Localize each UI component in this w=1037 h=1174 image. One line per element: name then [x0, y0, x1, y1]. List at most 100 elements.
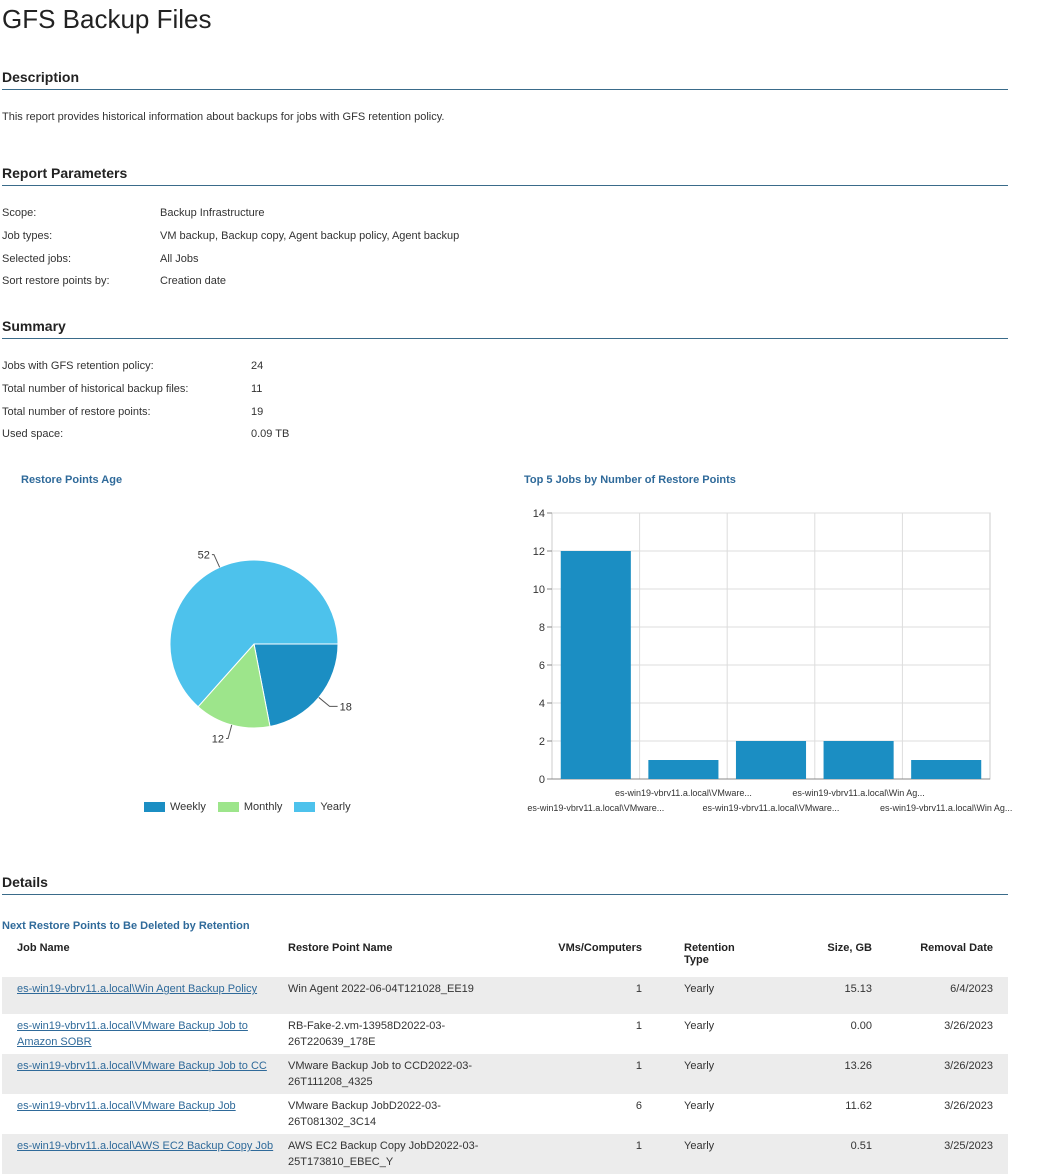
- column-header-vms-computers[interactable]: VMs/Computers: [558, 942, 642, 954]
- legend-label: Weekly: [170, 801, 206, 813]
- param-value: Backup Infrastructure: [160, 207, 265, 219]
- param-value: Creation date: [160, 275, 227, 287]
- param-value: VM backup, Backup copy, Agent backup pol…: [160, 230, 460, 242]
- summary-value: 11: [251, 383, 263, 395]
- table-row: es-win19-vbrv11.a.local\VMware Backup Jo…: [2, 1014, 1008, 1054]
- y-tick-label: 8: [539, 622, 545, 634]
- column-header-restore-point-name[interactable]: Restore Point Name: [288, 942, 393, 954]
- summary-label: Total number of restore points:: [2, 406, 151, 418]
- summary-value: 19: [251, 406, 264, 418]
- job-link[interactable]: es-win19-vbrv11.a.local\VMware Backup Jo…: [17, 1100, 236, 1112]
- param-label: Sort restore points by:: [2, 275, 110, 287]
- y-tick-label: 0: [539, 774, 545, 786]
- details-table: Job Name Restore Point Name VMs/Computer…: [2, 936, 1008, 1174]
- param-value: All Jobs: [160, 253, 199, 265]
- pie-data-label: 12: [212, 733, 224, 745]
- cell-job-name: es-win19-vbrv11.a.local\AWS EC2 Backup C…: [2, 1134, 282, 1174]
- y-tick-label: 10: [533, 584, 545, 596]
- cell-restore-point-name: VMware Backup Job to CCD2022-03-26T11120…: [282, 1054, 512, 1094]
- table-row: es-win19-vbrv11.a.local\VMware Backup Jo…: [2, 1094, 1008, 1134]
- pie-leader-line: [211, 554, 221, 568]
- cell-vms-computers: 1: [512, 977, 648, 1014]
- cell-size: 13.26: [768, 1054, 878, 1094]
- legend-swatch: [294, 802, 316, 812]
- cell-vms-computers: 1: [512, 1134, 648, 1174]
- bar: [648, 760, 719, 779]
- x-tick-label: es-win19-vbrv11.a.local\VMware...: [703, 803, 840, 813]
- cell-size: 0.51: [768, 1134, 878, 1174]
- y-tick-label: 4: [539, 698, 545, 710]
- pie-data-label: 52: [198, 550, 210, 562]
- cell-removal-date: 6/4/2023: [878, 977, 1008, 1014]
- column-header-job-name[interactable]: Job Name: [17, 942, 70, 954]
- summary-label: Total number of historical backup files:: [2, 383, 189, 395]
- cell-removal-date: 3/26/2023: [944, 1020, 993, 1032]
- pie-slice-monthly: [197, 642, 271, 729]
- pie-leader-line: [318, 697, 338, 707]
- job-link[interactable]: es-win19-vbrv11.a.local\VMware Backup Jo…: [17, 1020, 248, 1048]
- bar: [560, 551, 631, 779]
- cell-restore-point-name: VMware Backup JobD2022-03-26T081302_3C14: [288, 1100, 441, 1128]
- cell-size: 15.13: [768, 977, 878, 1014]
- legend-swatch: [144, 802, 165, 812]
- cell-job-name: es-win19-vbrv11.a.local\Win Agent Backup…: [2, 977, 282, 1014]
- legend-item-weekly: Weekly: [144, 801, 206, 813]
- job-link[interactable]: es-win19-vbrv11.a.local\VMware Backup Jo…: [17, 1060, 267, 1072]
- pie-chart-title: Restore Points Age: [21, 474, 123, 486]
- cell-removal-date: 3/26/2023: [878, 1054, 1008, 1094]
- y-tick-label: 12: [533, 546, 545, 558]
- legend-item-yearly: Yearly: [294, 801, 351, 813]
- cell-vms-computers: 1: [512, 1054, 648, 1094]
- cell-job-name: es-win19-vbrv11.a.local\VMware Backup Jo…: [2, 1014, 282, 1054]
- details-table-title: Next Restore Points to Be Deleted by Ret…: [2, 920, 250, 932]
- cell-retention-type: Yearly: [648, 977, 768, 1014]
- cell-size: 11.62: [845, 1100, 872, 1112]
- summary-label: Used space:: [2, 428, 64, 440]
- table-row: es-win19-vbrv11.a.local\VMware Backup Jo…: [2, 1054, 1008, 1094]
- cell-retention-type: Yearly: [684, 1020, 715, 1032]
- y-tick-label: 6: [539, 660, 545, 672]
- cell-restore-point-name: Win Agent 2022-06-04T121028_EE19: [282, 977, 512, 1014]
- table-header-row: Job Name Restore Point Name VMs/Computer…: [2, 936, 1008, 977]
- cell-restore-point-name: AWS EC2 Backup Copy JobD2022-03-25T17381…: [282, 1134, 512, 1174]
- restore-points-age-pie-chart: 18 12 52: [169, 550, 352, 745]
- y-tick-label: 2: [539, 736, 545, 748]
- column-header-removal-date[interactable]: Removal Date: [920, 942, 993, 954]
- summary-value: 24: [251, 360, 264, 372]
- description-heading: Description: [2, 69, 1008, 90]
- x-tick-label: es-win19-vbrv11.a.local\VMware...: [527, 803, 664, 813]
- report-parameters-heading: Report Parameters: [2, 165, 1008, 186]
- cell-removal-date: 3/25/2023: [878, 1134, 1008, 1174]
- legend-swatch: [217, 802, 239, 812]
- x-tick-label: es-win19-vbrv11.a.local\VMware...: [615, 788, 752, 798]
- param-label: Job types:: [2, 230, 53, 242]
- cell-retention-type: Yearly: [648, 1054, 768, 1094]
- bar-chart-title: Top 5 Jobs by Number of Restore Points: [524, 474, 736, 486]
- top-jobs-bar-chart: 0 2 4 6 8 10 12 14 es-win19-vbrv11.a.local\VMwar…: [527, 508, 1012, 813]
- table-row: es-win19-vbrv11.a.local\Win Agent Backup…: [2, 977, 1008, 1014]
- cell-size: 0.00: [850, 1020, 872, 1032]
- summary-label: Jobs with GFS retention policy:: [2, 360, 154, 372]
- legend-label: Monthly: [243, 801, 283, 813]
- pie-data-label: 18: [340, 701, 352, 713]
- y-tick-label: 14: [533, 508, 545, 520]
- legend-label: Yearly: [320, 801, 351, 813]
- column-header-size[interactable]: Size, GB: [827, 942, 872, 954]
- cell-vms-computers: 1: [635, 1020, 642, 1032]
- summary-heading: Summary: [2, 318, 1008, 339]
- cell-removal-date: 3/26/2023: [944, 1100, 993, 1112]
- bar: [823, 741, 894, 779]
- cell-restore-point-name: RB-Fake-2.vm-13958D2022-03-26T220639_178…: [288, 1020, 446, 1048]
- pie-legend: Weekly Monthly Yearly: [144, 801, 351, 813]
- pie-leader-line: [226, 724, 233, 739]
- cell-retention-type: Yearly: [684, 1100, 715, 1112]
- bar: [911, 760, 982, 779]
- summary-value: 0.09 TB: [251, 428, 290, 440]
- legend-item-monthly: Monthly: [217, 801, 283, 813]
- job-link[interactable]: es-win19-vbrv11.a.local\AWS EC2 Backup C…: [17, 1140, 274, 1152]
- x-tick-label: es-win19-vbrv11.a.local\Win Ag...: [880, 803, 1012, 813]
- column-header-retention-type[interactable]: Retention Type: [684, 942, 735, 966]
- cell-retention-type: Yearly: [648, 1134, 768, 1174]
- job-link[interactable]: es-win19-vbrv11.a.local\Win Agent Backup…: [17, 983, 258, 995]
